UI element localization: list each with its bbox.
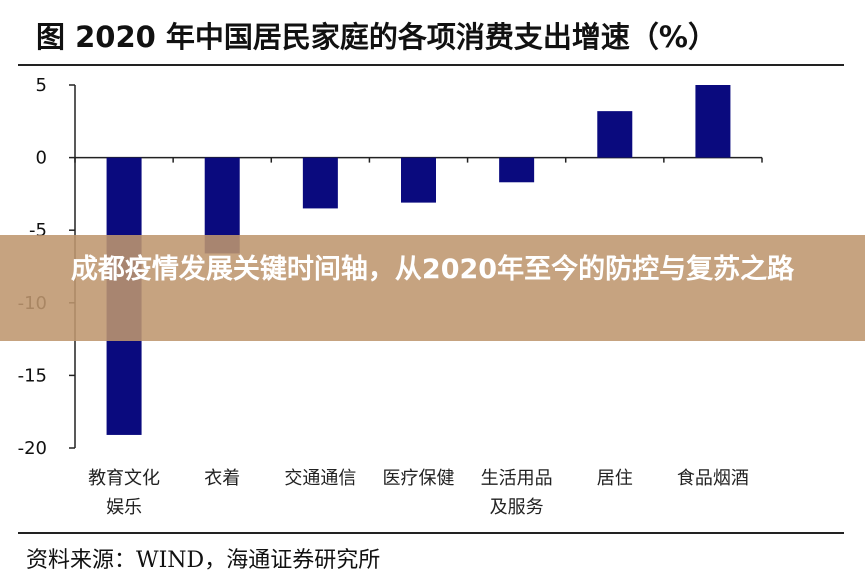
headline-text: 成都疫情发展关键时间轴，从2020年至今的防控与复苏之路 xyxy=(70,254,795,285)
bottom-rule xyxy=(18,532,844,534)
y-tick-label: -15 xyxy=(18,365,47,386)
x-category-label: 食品烟酒 xyxy=(677,468,749,489)
x-category-label: 衣着 xyxy=(204,468,240,489)
x-category-label: 医疗保健 xyxy=(383,468,455,489)
bar xyxy=(401,157,436,203)
x-category-label: 交通通信 xyxy=(284,468,356,489)
top-rule xyxy=(18,64,844,66)
bar xyxy=(695,85,731,158)
bar xyxy=(302,157,338,209)
y-tick-label: -20 xyxy=(18,438,47,459)
bar xyxy=(499,157,535,183)
source-note: 资料来源：WIND，海通证券研究所 xyxy=(26,548,381,573)
x-category-label: 居住 xyxy=(597,468,633,489)
bar xyxy=(597,111,633,158)
x-category-label: 及服务 xyxy=(490,497,544,518)
y-tick-label: 0 xyxy=(36,148,47,169)
figure-title-row: 图 2020 年中国居民家庭的各项消费支出增速（%） xyxy=(0,0,865,66)
figure-title: 图 2020 年中国居民家庭的各项消费支出增速（%） xyxy=(36,20,717,54)
x-category-label: 生活用品 xyxy=(481,468,553,489)
headline-banner: 成都疫情发展关键时间轴，从2020年至今的防控与复苏之路 xyxy=(0,235,865,341)
y-tick-label: 5 xyxy=(36,75,47,96)
x-category-label: 娱乐 xyxy=(106,497,142,518)
x-category-label: 教育文化 xyxy=(88,468,160,489)
